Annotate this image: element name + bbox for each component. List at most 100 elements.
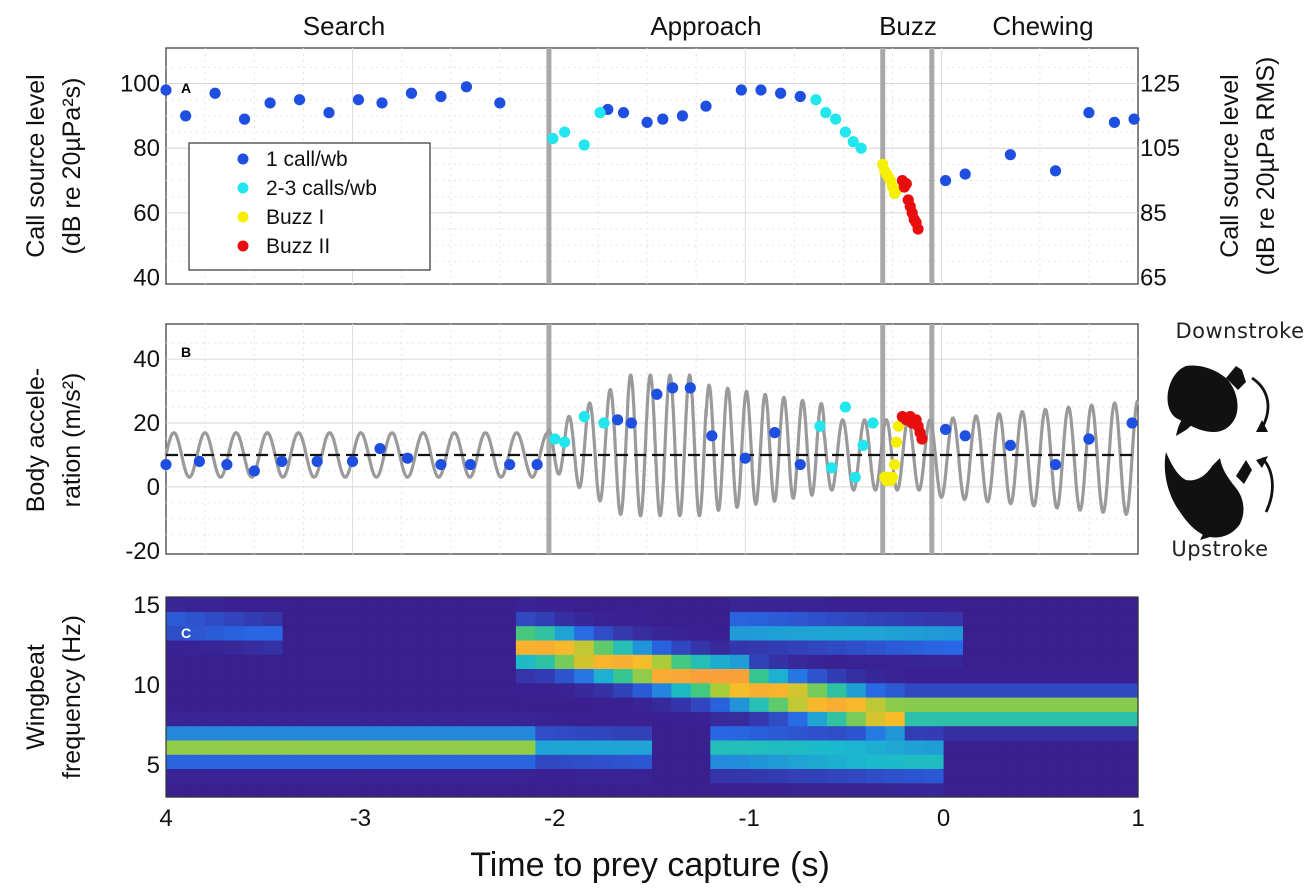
heatmap-cell xyxy=(924,697,945,712)
x-tick-label: -1 xyxy=(739,805,760,832)
heatmap-cell xyxy=(166,625,186,641)
panel-a-point-2-3-calls xyxy=(820,107,832,119)
heatmap-cell xyxy=(243,597,264,612)
heatmap-cell xyxy=(438,611,459,627)
heatmap-cell xyxy=(963,625,983,641)
heatmap-cell xyxy=(457,725,478,741)
heatmap-cell xyxy=(418,754,439,769)
heatmap-cell xyxy=(321,725,342,741)
heatmap-cell xyxy=(166,682,186,698)
panel-b-point-1-call xyxy=(769,427,781,439)
heatmap-cell xyxy=(690,697,711,712)
heatmap-cell xyxy=(729,668,750,684)
heatmap-cell xyxy=(496,754,517,769)
heatmap-cell xyxy=(632,625,653,641)
heatmap-cell xyxy=(904,782,925,798)
upstroke-arrow-icon xyxy=(1260,457,1274,513)
heatmap-cell xyxy=(1040,725,1061,741)
heatmap-cell xyxy=(671,697,692,712)
heatmap-cell xyxy=(1021,739,1042,755)
panel-b-point-1-call xyxy=(435,458,447,471)
heatmap-cell xyxy=(1060,682,1081,698)
heatmap-cell xyxy=(379,597,400,612)
panel-b-point-2-3-calls xyxy=(578,411,590,423)
heatmap-cell xyxy=(690,668,711,684)
heatmap-cell xyxy=(632,682,653,698)
heatmap-cell xyxy=(360,725,381,741)
upstroke-label: Upstroke xyxy=(1171,537,1268,561)
downstroke-arrow-icon xyxy=(1251,376,1270,429)
heatmap-cell xyxy=(457,697,478,712)
heatmap-cell xyxy=(1021,668,1042,684)
heatmap-cell xyxy=(477,754,497,769)
heatmap-cell xyxy=(457,625,478,641)
heatmap-cell xyxy=(496,739,517,755)
panel-b-point-2-3-calls xyxy=(867,417,879,429)
heatmap-cell xyxy=(1118,782,1139,798)
heatmap-cell xyxy=(1079,711,1100,727)
heatmap-cell xyxy=(593,782,614,798)
panel-b-point-buzz-1 xyxy=(886,471,899,483)
heatmap-cell xyxy=(690,768,711,784)
heatmap-cell xyxy=(885,682,906,698)
heatmap-cell xyxy=(515,754,536,769)
heatmap-cell xyxy=(671,639,692,655)
heatmap-cell xyxy=(185,697,206,712)
panel-b-point-2-3-calls xyxy=(598,417,610,429)
heatmap-cell xyxy=(632,654,653,669)
panel-a-point-2-3-calls xyxy=(547,132,559,145)
heatmap-cell xyxy=(1040,782,1061,798)
heatmap-cell xyxy=(924,682,945,698)
heatmap-cell xyxy=(263,611,284,627)
heatmap-cell xyxy=(535,611,556,627)
legend-label-1-call: 1 call/wb xyxy=(266,148,348,171)
panel-a-ylabel-line1: Call source level xyxy=(22,74,50,257)
panel-a-point-1-call xyxy=(755,84,767,96)
panel-c-y-ticks: 5 10 15 xyxy=(133,592,160,779)
heatmap-cell xyxy=(671,611,692,627)
heatmap-cell xyxy=(652,654,672,669)
panel-b-point-1-call xyxy=(959,430,971,442)
heatmap-cell xyxy=(185,711,206,727)
heatmap-cell xyxy=(1118,611,1139,627)
x-tick-label: 4 xyxy=(159,805,172,832)
heatmap-cell xyxy=(827,739,847,755)
heatmap-cell xyxy=(341,697,361,712)
panel-c-ylabel-line2: frequency (Hz) xyxy=(58,615,86,779)
heatmap-cell xyxy=(710,611,731,627)
heatmap-cell xyxy=(865,611,886,627)
heatmap-cell xyxy=(963,654,983,669)
heatmap-cell xyxy=(263,768,284,784)
heatmap-cell xyxy=(1079,697,1100,712)
heatmap-cell xyxy=(982,654,1003,669)
heatmap-cell xyxy=(671,782,692,798)
heatmap-cell xyxy=(613,782,634,798)
panel-b-point-1-call xyxy=(160,458,172,471)
heatmap-cell xyxy=(379,682,400,698)
heatmap-cell xyxy=(749,597,770,612)
heatmap-cell xyxy=(1021,754,1042,769)
heatmap-cell xyxy=(515,711,536,727)
heatmap-cell xyxy=(204,611,225,627)
heatmap-cell xyxy=(302,654,323,669)
panel-a-point-1-call xyxy=(323,107,335,119)
panel-a-point-1-call xyxy=(1083,107,1095,119)
heatmap-cell xyxy=(224,697,245,712)
heatmap-cell xyxy=(690,782,711,798)
heatmap-cell xyxy=(477,611,497,627)
heatmap-cell xyxy=(166,639,186,655)
heatmap-cell xyxy=(399,611,420,627)
heatmap-cell xyxy=(827,768,847,784)
heatmap-cell xyxy=(243,625,264,641)
heatmap-cell xyxy=(321,682,342,698)
heatmap-cell xyxy=(554,611,575,627)
heatmap-cell xyxy=(1021,625,1042,641)
heatmap-cell xyxy=(613,668,634,684)
heatmap-cell xyxy=(807,754,828,769)
heatmap-cell xyxy=(185,782,206,798)
heatmap-cell xyxy=(924,725,945,741)
heatmap-cell xyxy=(846,639,867,655)
panel-b-point-2-3-calls xyxy=(857,439,869,451)
heatmap-cell xyxy=(1079,782,1100,798)
heatmap-cell xyxy=(768,711,789,727)
